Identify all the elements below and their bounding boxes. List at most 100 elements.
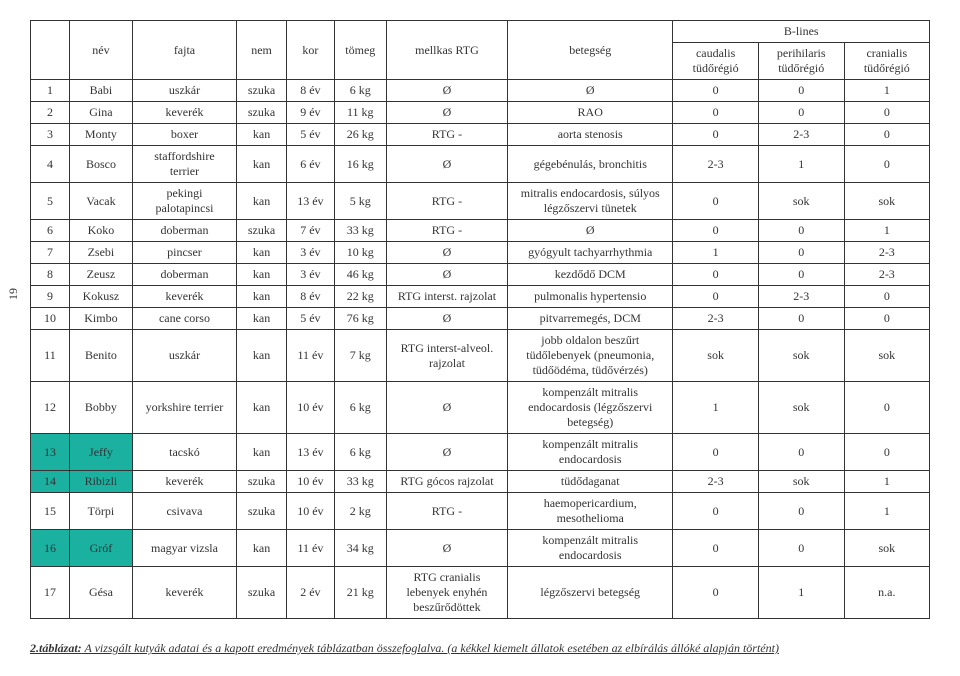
cell-num: 3 bbox=[31, 124, 70, 146]
cell-nev: Gésa bbox=[69, 567, 132, 619]
cell-bl-perihilaris: 1 bbox=[758, 567, 844, 619]
cell-bl-caudalis: 0 bbox=[673, 124, 758, 146]
table-row: 1Babiuszkárszuka8 év6 kgØØ001 bbox=[31, 80, 930, 102]
cell-bl-cranialis: sok bbox=[844, 183, 929, 220]
cell-nem: szuka bbox=[236, 471, 286, 493]
cell-fajta: doberman bbox=[132, 220, 236, 242]
col-bl-caudalis: caudalis tüdőrégió bbox=[673, 43, 758, 80]
cell-rtg: RTG - bbox=[386, 220, 507, 242]
cell-rtg: RTG interst-alveol. rajzolat bbox=[386, 330, 507, 382]
cell-bl-cranialis: 0 bbox=[844, 382, 929, 434]
cell-num: 4 bbox=[31, 146, 70, 183]
cell-num: 2 bbox=[31, 102, 70, 124]
cell-nem: kan bbox=[236, 242, 286, 264]
cell-tomeg: 7 kg bbox=[334, 330, 386, 382]
cell-nev: Babi bbox=[69, 80, 132, 102]
cell-rtg: RTG - bbox=[386, 124, 507, 146]
table-body: 1Babiuszkárszuka8 év6 kgØØ0012Ginakeveré… bbox=[31, 80, 930, 619]
cell-rtg: RTG - bbox=[386, 183, 507, 220]
cell-betegseg: mitralis endocardosis, súlyos légzőszerv… bbox=[507, 183, 673, 220]
table-row: 15Törpicsivavaszuka10 év2 kgRTG -haemope… bbox=[31, 493, 930, 530]
cell-nev: Bobby bbox=[69, 382, 132, 434]
cell-kor: 8 év bbox=[287, 80, 335, 102]
cell-tomeg: 26 kg bbox=[334, 124, 386, 146]
cell-bl-caudalis: 0 bbox=[673, 264, 758, 286]
cell-tomeg: 10 kg bbox=[334, 242, 386, 264]
cell-bl-cranialis: 1 bbox=[844, 220, 929, 242]
cell-fajta: keverék bbox=[132, 567, 236, 619]
col-bl-perihilaris: perihilaris tüdőrégió bbox=[758, 43, 844, 80]
cell-bl-cranialis: 0 bbox=[844, 102, 929, 124]
cell-nev: Vacak bbox=[69, 183, 132, 220]
caption-text: A vizsgált kutyák adatai és a kapott ere… bbox=[82, 641, 779, 655]
table-row: 3Montyboxerkan5 év26 kgRTG -aorta stenos… bbox=[31, 124, 930, 146]
cell-fajta: csivava bbox=[132, 493, 236, 530]
table-row: 8Zeuszdobermankan3 év46 kgØkezdődő DCM00… bbox=[31, 264, 930, 286]
cell-tomeg: 5 kg bbox=[334, 183, 386, 220]
cell-rtg: Ø bbox=[386, 434, 507, 471]
cell-bl-cranialis: 2-3 bbox=[844, 242, 929, 264]
table-row: 11Benitouszkárkan11 év7 kgRTG interst-al… bbox=[31, 330, 930, 382]
cell-kor: 9 év bbox=[287, 102, 335, 124]
cell-betegseg: gégebénulás, bronchitis bbox=[507, 146, 673, 183]
cell-bl-cranialis: 0 bbox=[844, 146, 929, 183]
table-row: 10Kimbocane corsokan5 év76 kgØpitvarreme… bbox=[31, 308, 930, 330]
cell-num: 1 bbox=[31, 80, 70, 102]
cell-fajta: tacskó bbox=[132, 434, 236, 471]
table-row: 6Kokodobermanszuka7 év33 kgRTG -Ø001 bbox=[31, 220, 930, 242]
cell-num: 11 bbox=[31, 330, 70, 382]
cell-bl-cranialis: 1 bbox=[844, 493, 929, 530]
cell-fajta: uszkár bbox=[132, 80, 236, 102]
cell-nev: Zsebi bbox=[69, 242, 132, 264]
cell-num: 14 bbox=[31, 471, 70, 493]
cell-nev: Bosco bbox=[69, 146, 132, 183]
table-row: 16Grófmagyar vizslakan11 év34 kgØkompenz… bbox=[31, 530, 930, 567]
cell-nem: kan bbox=[236, 286, 286, 308]
table-row: 9Kokuszkeverékkan8 év22 kgRTG interst. r… bbox=[31, 286, 930, 308]
cell-kor: 7 év bbox=[287, 220, 335, 242]
cell-nev: Benito bbox=[69, 330, 132, 382]
cell-bl-caudalis: 0 bbox=[673, 102, 758, 124]
cell-bl-caudalis: 2-3 bbox=[673, 471, 758, 493]
cell-betegseg: gyógyult tachyarrhythmia bbox=[507, 242, 673, 264]
cell-bl-cranialis: sok bbox=[844, 530, 929, 567]
cell-bl-caudalis: 0 bbox=[673, 286, 758, 308]
cell-nev: Monty bbox=[69, 124, 132, 146]
cell-fajta: keverék bbox=[132, 286, 236, 308]
cell-nev: Gróf bbox=[69, 530, 132, 567]
cell-fajta: yorkshire terrier bbox=[132, 382, 236, 434]
cell-nev: Zeusz bbox=[69, 264, 132, 286]
col-betegseg: betegség bbox=[507, 21, 673, 80]
cell-bl-perihilaris: 0 bbox=[758, 434, 844, 471]
cell-num: 6 bbox=[31, 220, 70, 242]
col-tomeg: tömeg bbox=[334, 21, 386, 80]
cell-rtg: Ø bbox=[386, 80, 507, 102]
cell-rtg: RTG interst. rajzolat bbox=[386, 286, 507, 308]
cell-fajta: cane corso bbox=[132, 308, 236, 330]
col-blines: B-lines bbox=[673, 21, 930, 43]
cell-bl-caudalis: 2-3 bbox=[673, 146, 758, 183]
col-nem: nem bbox=[236, 21, 286, 80]
cell-bl-perihilaris: 0 bbox=[758, 530, 844, 567]
cell-betegseg: aorta stenosis bbox=[507, 124, 673, 146]
cell-bl-caudalis: 0 bbox=[673, 567, 758, 619]
table-row: 13Jeffytacskókan13 év6 kgØkompenzált mit… bbox=[31, 434, 930, 471]
cell-bl-cranialis: 2-3 bbox=[844, 264, 929, 286]
cell-tomeg: 34 kg bbox=[334, 530, 386, 567]
cell-bl-cranialis: sok bbox=[844, 330, 929, 382]
cell-bl-perihilaris: 0 bbox=[758, 80, 844, 102]
col-rtg: mellkas RTG bbox=[386, 21, 507, 80]
cell-kor: 10 év bbox=[287, 471, 335, 493]
cell-kor: 5 év bbox=[287, 308, 335, 330]
cell-nem: kan bbox=[236, 530, 286, 567]
cell-num: 15 bbox=[31, 493, 70, 530]
table-row: 2Ginakeverékszuka9 év11 kgØRAO000 bbox=[31, 102, 930, 124]
cell-num: 8 bbox=[31, 264, 70, 286]
cell-tomeg: 33 kg bbox=[334, 471, 386, 493]
cell-fajta: pekingi palotapincsi bbox=[132, 183, 236, 220]
cell-bl-perihilaris: 0 bbox=[758, 308, 844, 330]
cell-betegseg: Ø bbox=[507, 80, 673, 102]
cell-nem: szuka bbox=[236, 102, 286, 124]
cell-num: 16 bbox=[31, 530, 70, 567]
cell-betegseg: kompenzált mitralis endocardosis (légzős… bbox=[507, 382, 673, 434]
